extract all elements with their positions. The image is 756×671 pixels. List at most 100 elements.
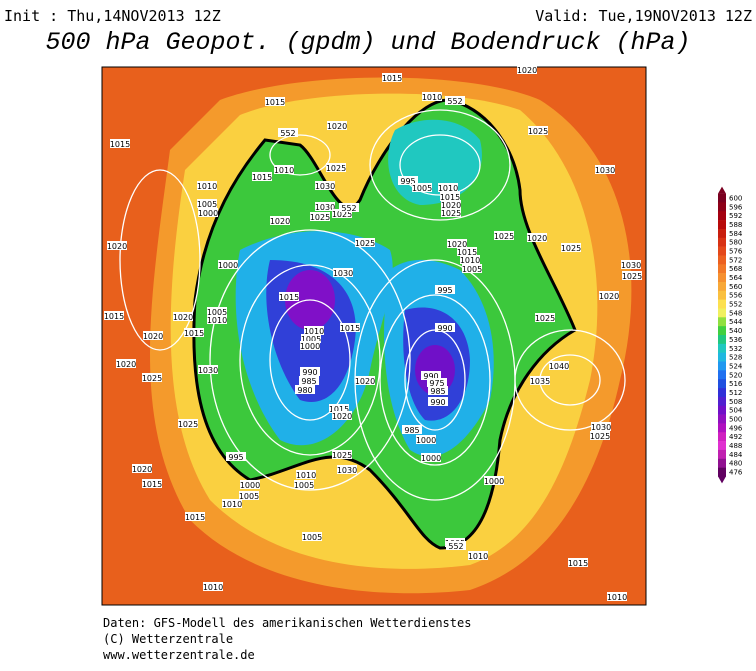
isobar-label: 1010 bbox=[304, 327, 324, 336]
isobar-label-box bbox=[527, 233, 547, 242]
isobar-label: 995 bbox=[228, 453, 243, 462]
isobar-label: 1020 bbox=[332, 412, 352, 421]
isobar-label: 1020 bbox=[527, 234, 547, 243]
colorbar-tick-label: 580 bbox=[729, 239, 742, 247]
isobar-label-box bbox=[218, 260, 238, 269]
isobar-label-box bbox=[622, 271, 642, 280]
isobar-label: 1015 bbox=[340, 324, 360, 333]
colorbar-tick-label: 600 bbox=[729, 195, 742, 203]
isobar-label: 1015 bbox=[142, 480, 162, 489]
isobar-label-box bbox=[110, 139, 130, 148]
colorbar-swatch bbox=[718, 432, 726, 442]
isobar-label: 552 bbox=[447, 97, 462, 106]
colorbar-swatch bbox=[718, 220, 726, 230]
map-title: 500 hPa Geopot. (gpdm) und Bodendruck (h… bbox=[45, 28, 690, 57]
isobar-label: 552 bbox=[280, 129, 295, 138]
isobar-label: 1000 bbox=[484, 477, 504, 486]
isobar-label-box bbox=[535, 313, 555, 322]
isobar-label-box bbox=[412, 183, 432, 192]
isobar-label-box bbox=[315, 181, 335, 190]
colorbar-swatch bbox=[718, 370, 726, 380]
isobar-label: 1010 bbox=[607, 593, 627, 602]
isobar-label-box bbox=[428, 386, 448, 395]
isobar-label-box bbox=[494, 231, 514, 240]
isobar-label: 1030 bbox=[333, 269, 353, 278]
isobar-label: 1020 bbox=[143, 332, 163, 341]
isobar-label-box bbox=[595, 165, 615, 174]
isobar-label-box bbox=[340, 323, 360, 332]
isobar-label-box bbox=[445, 96, 465, 105]
map-field bbox=[102, 67, 646, 605]
colorbar-tick-label: 576 bbox=[729, 248, 743, 256]
isobar-label: 1030 bbox=[198, 366, 218, 375]
isobar-label: 1030 bbox=[337, 466, 357, 475]
colorbar-swatch bbox=[718, 255, 726, 265]
colorbar-tick-label: 480 bbox=[729, 460, 742, 468]
isobar-label-box bbox=[178, 419, 198, 428]
isobar-label: 1015 bbox=[184, 329, 204, 338]
isobar-label-box bbox=[355, 238, 375, 247]
isobar-label-box bbox=[203, 582, 223, 591]
isobar-label: 990 bbox=[437, 324, 452, 333]
isobar-label-box bbox=[460, 255, 480, 264]
isobar-label: 1005 bbox=[197, 200, 217, 209]
footer-source: Daten: GFS-Modell des amerikanischen Wet… bbox=[103, 616, 471, 630]
isobar-label: 1005 bbox=[302, 533, 322, 542]
isobar-label: 985 bbox=[404, 426, 419, 435]
colorbar-swatch bbox=[718, 326, 726, 336]
isobar-label-box bbox=[599, 291, 619, 300]
colorbar-swatch bbox=[718, 264, 726, 274]
isobar-label: 1010 bbox=[197, 182, 217, 191]
isobar-label-box bbox=[517, 65, 537, 74]
colorbar-tick-label: 592 bbox=[729, 212, 742, 220]
isobar-label-box bbox=[402, 425, 422, 434]
isobar-label: 1025 bbox=[622, 272, 642, 281]
isobar-label: 1020 bbox=[107, 242, 127, 251]
colorbar-tick-label: 568 bbox=[729, 265, 742, 273]
isobar-label-box bbox=[484, 476, 504, 485]
isobar-label: 1015 bbox=[252, 173, 272, 182]
colorbar-tick-label: 552 bbox=[729, 301, 742, 309]
colorbar-tick-label: 536 bbox=[729, 336, 743, 344]
isobar-label-box bbox=[184, 328, 204, 337]
isobar-label: 1025 bbox=[535, 314, 555, 323]
isobar-label: 1025 bbox=[142, 374, 162, 383]
colorbar-tick-label: 556 bbox=[729, 292, 743, 300]
colorbar-swatch bbox=[718, 308, 726, 318]
colorbar-swatch bbox=[718, 281, 726, 292]
colorbar-swatch bbox=[718, 290, 726, 300]
isobar-label: 1030 bbox=[591, 423, 611, 432]
isobar-label-box bbox=[447, 239, 467, 248]
isobar-label-box bbox=[428, 397, 448, 406]
isobar-label-box bbox=[197, 181, 217, 190]
colorbar-tick-label: 484 bbox=[729, 451, 743, 459]
colorbar-swatch bbox=[718, 405, 726, 415]
colorbar-tick-label: 528 bbox=[729, 354, 742, 362]
colorbar-tick-label: 492 bbox=[729, 433, 742, 441]
colorbar-swatch bbox=[718, 467, 726, 477]
isobar-label-box bbox=[441, 208, 461, 217]
colorbar: 6005965925885845805765725685645605565525… bbox=[718, 186, 743, 484]
isobar-label: 1015 bbox=[279, 293, 299, 302]
isobar-label-box bbox=[107, 241, 127, 250]
isobar-label: 1025 bbox=[178, 420, 198, 429]
isobar-label: 1010 bbox=[422, 93, 442, 102]
isobar-label: 1020 bbox=[441, 201, 461, 210]
isobar-label-box bbox=[438, 183, 458, 192]
colorbar-swatch bbox=[718, 388, 726, 398]
isobar-label-box bbox=[427, 378, 447, 387]
isobar-label: 1010 bbox=[274, 166, 294, 175]
isobar-label: 1025 bbox=[326, 164, 346, 173]
isobar-label: 1005 bbox=[301, 335, 321, 344]
isobar-label-box bbox=[299, 376, 319, 385]
isobar-label: 1015 bbox=[329, 405, 349, 414]
isobar-label-box bbox=[222, 499, 242, 508]
colorbar-top-arrow bbox=[718, 186, 726, 194]
colorbar-swatch bbox=[718, 396, 726, 407]
isobar-label: 1030 bbox=[621, 261, 641, 270]
isobar-label: 975 bbox=[429, 379, 444, 388]
isobar-label: 1015 bbox=[104, 312, 124, 321]
isobar-label: 1020 bbox=[599, 292, 619, 301]
isobar-label-box bbox=[327, 121, 347, 130]
isobar-label-box bbox=[528, 126, 548, 135]
